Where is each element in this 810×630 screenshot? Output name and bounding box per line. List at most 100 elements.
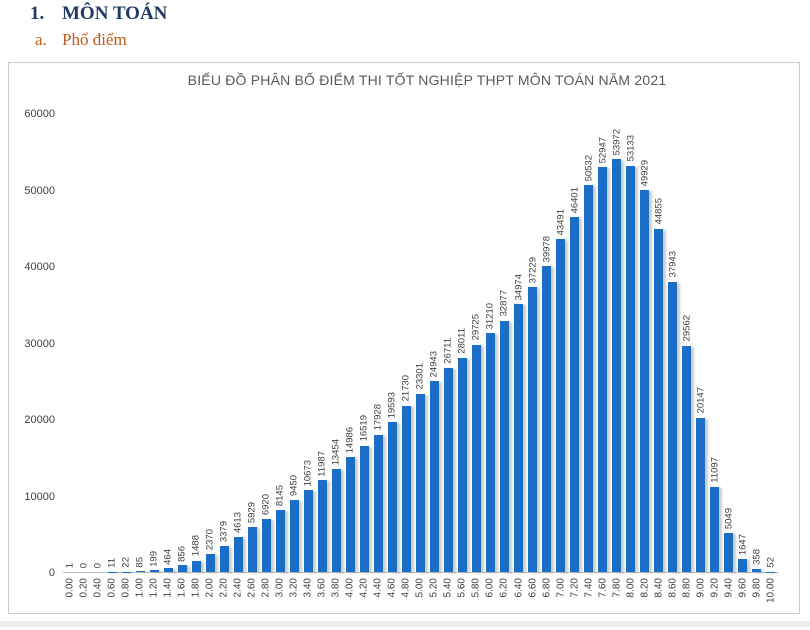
bar-value-label: 37943	[667, 251, 679, 278]
x-axis-tick-label: 5.80	[470, 578, 482, 598]
x-axis-tick-label: 8.80	[681, 578, 693, 598]
bar-slot: 4613	[231, 114, 245, 572]
x-axis-tick-label: 10.00	[765, 578, 777, 604]
bar	[668, 281, 678, 572]
bar-value-label: 13454	[330, 438, 342, 466]
x-axis-tick-label: 6.60	[527, 578, 539, 598]
x-axis: 0.00 0.20 0.40 0.60 0.80 1.00 1.20 1.40 1.60 1.80…	[63, 576, 778, 616]
bar-slot: 52947	[596, 114, 610, 572]
x-axis-tick-label: 6.40	[513, 578, 524, 598]
bar	[710, 487, 720, 572]
x-axis-tick-label: 2.00	[204, 578, 216, 598]
x-axis-tick-label: 9.00	[695, 578, 707, 598]
x-axis-tick: 6.00	[483, 576, 497, 616]
y-axis-tick-label: 40000	[24, 261, 55, 273]
bar-slot: 6920	[259, 114, 273, 572]
x-axis-tick: 8.00	[624, 576, 638, 616]
bar-slot: 11097	[708, 114, 722, 572]
x-axis-tick-label: 4.20	[358, 578, 370, 598]
x-axis-tick-label: 1.60	[176, 578, 188, 598]
bar-slot: 21730	[399, 114, 413, 572]
x-axis-tick: 7.20	[568, 576, 582, 616]
bar	[373, 434, 383, 572]
bar	[345, 457, 355, 572]
x-axis-tick-label: 2.60	[246, 578, 258, 598]
bar-value-label: 10673	[302, 459, 314, 487]
bar	[457, 357, 467, 572]
x-axis-tick: 8.20	[638, 576, 652, 616]
bar	[752, 569, 762, 572]
x-axis-tick-label: 6.00	[484, 578, 496, 598]
bar-slot: 2370	[203, 114, 217, 572]
bar-value-label: 32877	[498, 290, 510, 317]
bar	[135, 571, 145, 572]
bar-slot: 1	[63, 114, 77, 572]
bar-slot: 17928	[371, 114, 385, 572]
x-axis-tick: 0.40	[91, 576, 105, 616]
bar-value-label: 11	[106, 558, 118, 568]
x-axis-tick: 5.80	[469, 576, 483, 616]
bar	[514, 304, 523, 572]
x-axis-tick: 8.40	[652, 576, 666, 616]
x-axis-tick: 0.00	[63, 576, 77, 616]
bar-value-label: 46401	[569, 186, 581, 214]
bar-slot: 31210	[483, 114, 497, 572]
x-axis-tick-label: 0.40	[92, 578, 104, 598]
x-axis-tick-label: 9.20	[709, 578, 721, 598]
x-axis-tick-label: 0.60	[106, 578, 118, 598]
bar	[612, 159, 622, 572]
bar	[387, 422, 397, 572]
bar-slot: 0	[77, 114, 91, 572]
x-axis-tick-label: 8.00	[625, 578, 637, 598]
x-axis-tick-label: 2.40	[232, 578, 244, 598]
bar	[317, 480, 327, 572]
y-axis-tick-label: 60000	[24, 108, 55, 120]
bar-slot: 13454	[329, 114, 343, 572]
bar	[682, 345, 692, 572]
x-axis-tick: 6.80	[540, 576, 554, 616]
x-axis-tick-label: 6.20	[498, 578, 510, 598]
bar-value-label: 4613	[232, 511, 244, 533]
bar-value-label: 11097	[709, 457, 721, 484]
bar-slot: 22	[119, 114, 133, 572]
score-distribution-chart: BIỂU ĐỒ PHÂN BỐ ĐIỂM THI TỐT NGHIỆP THPT…	[8, 62, 800, 614]
bar-value-label: 199	[148, 550, 160, 567]
bar	[163, 568, 173, 572]
x-axis-tick: 7.00	[554, 576, 568, 616]
bar-value-label: 29562	[681, 315, 693, 342]
x-axis-tick: 7.40	[582, 576, 596, 616]
x-axis-tick-label: 4.00	[344, 578, 356, 598]
bar	[247, 526, 257, 572]
x-axis-tick: 6.60	[526, 576, 540, 616]
x-axis-tick: 2.40	[231, 576, 245, 616]
x-axis-tick: 5.40	[441, 576, 455, 616]
x-axis-tick: 0.60	[105, 576, 119, 616]
bar	[598, 166, 608, 572]
x-axis-tick: 9.00	[694, 576, 708, 616]
bar-value-label: 6920	[260, 493, 272, 516]
bar	[149, 570, 159, 572]
bar	[696, 417, 706, 572]
x-axis-tick: 1.00	[133, 576, 147, 616]
x-axis-tick-label: 1.80	[190, 578, 202, 598]
x-axis-tick-label: 4.80	[400, 578, 412, 598]
bar-value-label: 5929	[246, 501, 258, 523]
x-axis-tick: 4.40	[371, 576, 385, 616]
bar-value-label: 34974	[513, 274, 524, 301]
bar-value-label: 1647	[737, 534, 749, 556]
bar-value-label: 16519	[358, 415, 370, 442]
x-axis-tick: 2.60	[245, 576, 259, 616]
section-number: 1.	[30, 3, 45, 24]
x-axis-tick-label: 3.80	[330, 578, 342, 598]
bar	[626, 165, 636, 572]
x-axis-tick: 3.40	[301, 576, 315, 616]
bar	[528, 287, 538, 572]
bar-value-label: 23301	[414, 363, 426, 390]
x-axis-tick-label: 8.60	[667, 578, 679, 598]
y-axis-tick-label: 20000	[24, 414, 55, 426]
x-axis-tick: 6.40	[512, 576, 526, 616]
subsection-title: Phổ điểm	[62, 30, 127, 49]
bar	[654, 228, 664, 572]
bar-slot: 5049	[722, 114, 736, 572]
x-axis-tick: 9.60	[736, 576, 750, 616]
